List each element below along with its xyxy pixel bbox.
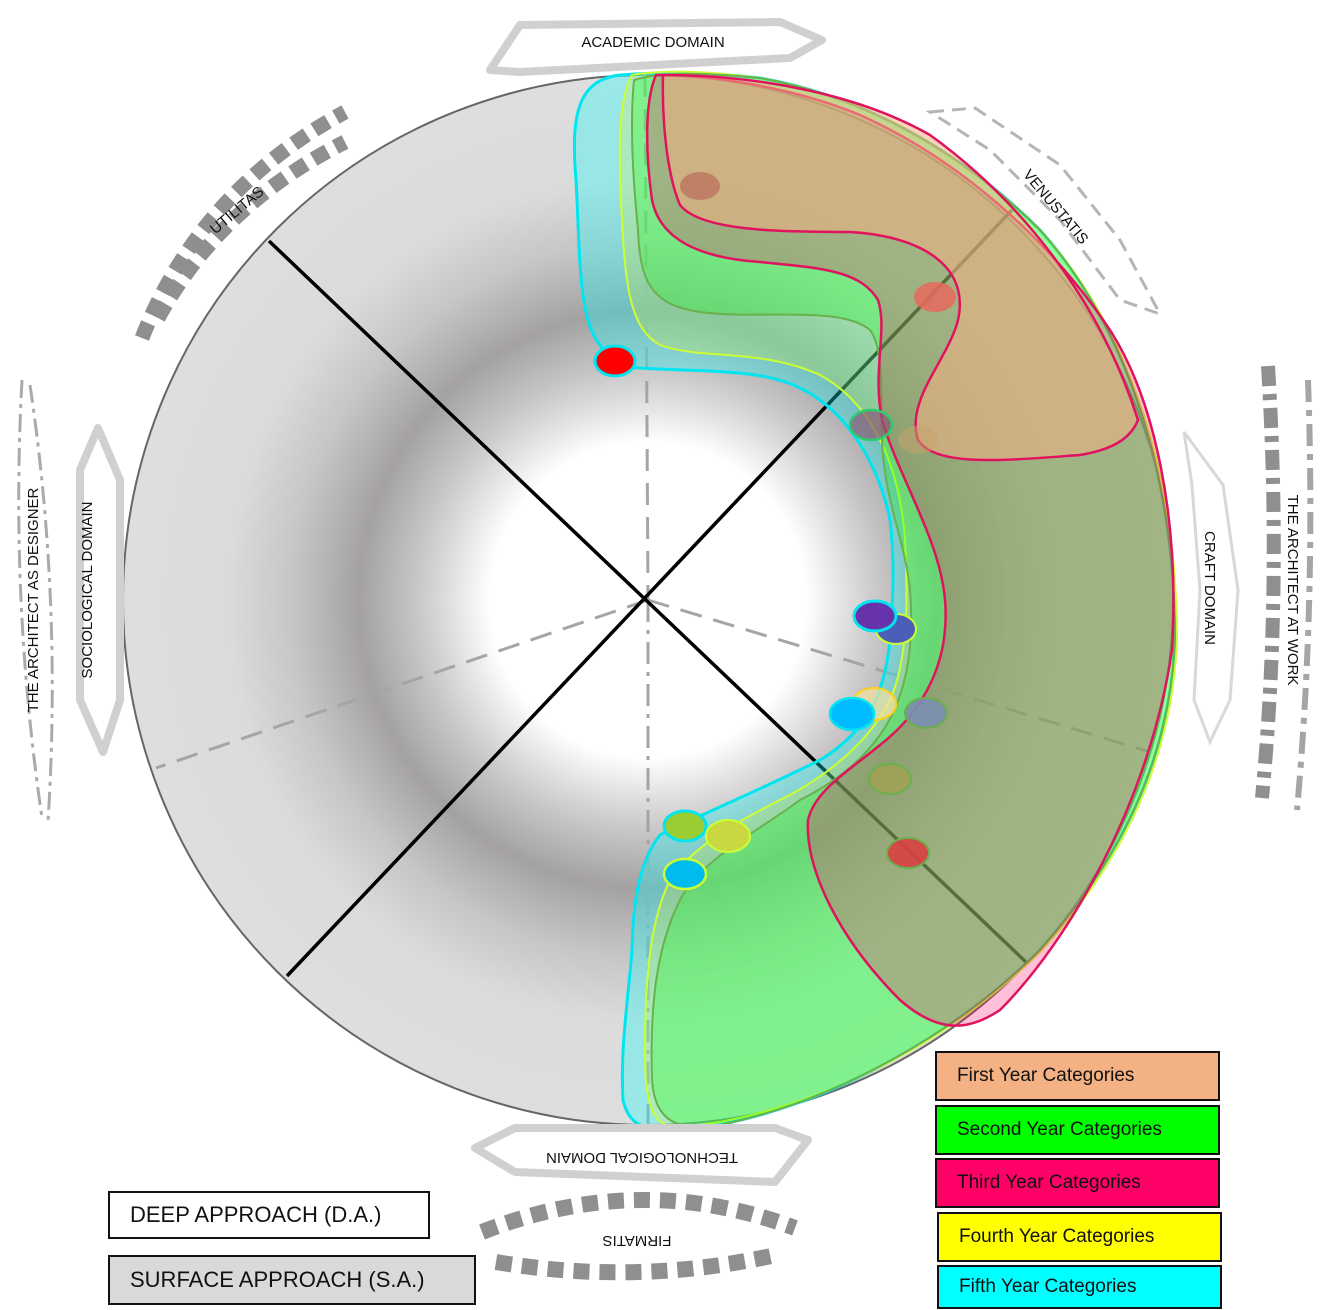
firmatis-arc bbox=[494, 1246, 782, 1281]
marker bbox=[904, 697, 948, 729]
deep-approach-label: DEEP APPROACH (D.A.) bbox=[130, 1202, 382, 1227]
utilitas-arc bbox=[135, 105, 349, 341]
legend-fifth-year: Fifth Year Categories bbox=[937, 1265, 1222, 1309]
first-year-region bbox=[661, 73, 1140, 462]
surface-approach-label: SURFACE APPROACH (S.A.) bbox=[130, 1267, 425, 1292]
architect-designer-label: THE ARCHITECT AS DESIGNER bbox=[25, 487, 42, 712]
marker bbox=[898, 426, 938, 454]
craft-domain-arrow bbox=[1182, 431, 1240, 746]
craft-domain-label: CRAFT DOMAIN bbox=[1201, 531, 1218, 645]
sociological-domain-label: SOCIOLOGICAL DOMAIN bbox=[79, 502, 96, 679]
legend-first-year: First Year Categories bbox=[935, 1051, 1220, 1101]
marker bbox=[662, 809, 708, 843]
marker bbox=[852, 599, 898, 633]
marker bbox=[662, 857, 708, 891]
legend-fifth-year-label: Fifth Year Categories bbox=[959, 1276, 1137, 1297]
architect-designer-outline bbox=[17, 379, 44, 819]
legend-third-year-label: Third Year Categories bbox=[957, 1172, 1141, 1193]
marker bbox=[886, 837, 930, 869]
markers bbox=[593, 172, 956, 891]
legend-second-year-label: Second Year Categories bbox=[957, 1119, 1162, 1140]
marker bbox=[705, 819, 751, 853]
architect-at-work-arc bbox=[1294, 379, 1314, 811]
academic-domain-label: ACADEMIC DOMAIN bbox=[581, 34, 724, 51]
dashed-axes bbox=[155, 74, 1151, 1125]
technological-domain-arrow bbox=[471, 1124, 812, 1186]
architect-at-work-label: THE ARCHITECT AT WORK bbox=[1284, 495, 1301, 686]
legend-fourth-year-label: Fourth Year Categories bbox=[959, 1226, 1155, 1247]
surface-approach-box: SURFACE APPROACH (S.A.) bbox=[108, 1255, 476, 1305]
legend-fourth-year: Fourth Year Categories bbox=[937, 1212, 1222, 1262]
marker bbox=[848, 408, 894, 442]
marker bbox=[868, 763, 912, 795]
utilitas-arc bbox=[151, 135, 349, 322]
legend-second-year: Second Year Categories bbox=[935, 1105, 1220, 1155]
legend-third-year: Third Year Categories bbox=[935, 1158, 1220, 1208]
architect-designer-outline bbox=[28, 384, 54, 823]
venustatis-outline bbox=[925, 106, 1164, 317]
architect-at-work-arc bbox=[1255, 365, 1281, 799]
deep-approach-box: DEEP APPROACH (D.A.) bbox=[108, 1191, 430, 1239]
marker bbox=[914, 282, 956, 312]
marker bbox=[680, 172, 720, 200]
sociological-domain-arrow bbox=[76, 424, 124, 756]
legend-first-year-label: First Year Categories bbox=[957, 1065, 1135, 1086]
firmatis-label: FIRMATIS bbox=[603, 1232, 672, 1249]
firmatis-arc bbox=[479, 1191, 798, 1240]
marker bbox=[828, 696, 876, 732]
marker bbox=[593, 344, 637, 378]
technological-domain-label: TECHNOLOGICAL DOMAIN bbox=[546, 1149, 738, 1166]
academic-domain-arrow bbox=[486, 18, 826, 76]
